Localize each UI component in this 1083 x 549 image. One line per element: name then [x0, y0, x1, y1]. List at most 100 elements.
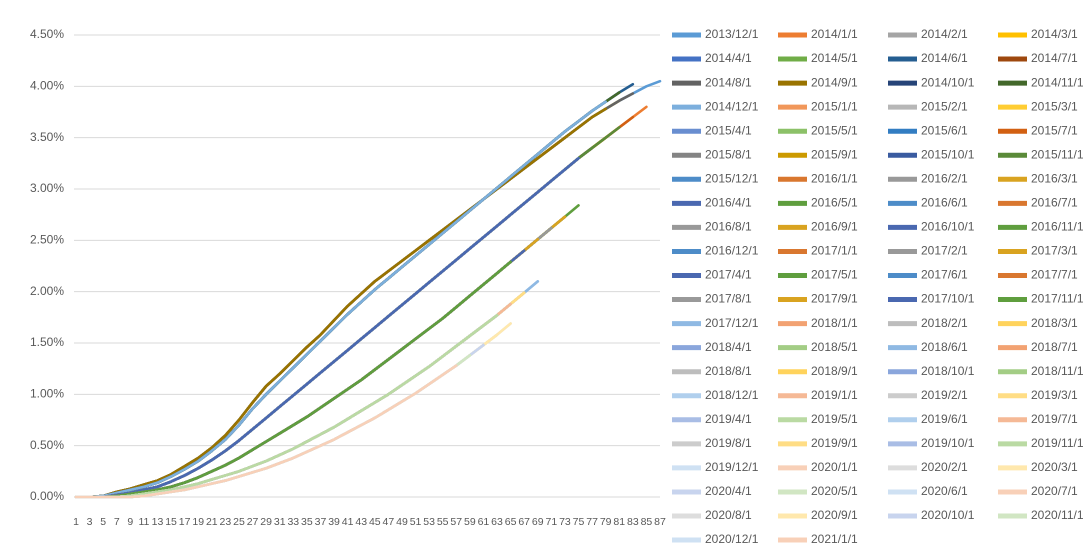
legend-label: 2015/10/1	[921, 147, 975, 161]
x-tick-label: 23	[220, 516, 232, 528]
legend-label: 2014/12/1	[705, 99, 759, 113]
legend-label: 2017/7/1	[1031, 268, 1078, 282]
series-line	[74, 260, 512, 499]
legend-label: 2015/11/1	[1031, 147, 1083, 161]
legend-label: 2020/8/1	[705, 508, 752, 522]
legend-label: 2021/1/1	[811, 532, 858, 546]
x-tick-label: 15	[165, 516, 177, 528]
legend-label: 2017/11/1	[1031, 292, 1083, 306]
x-tick-label: 11	[138, 516, 149, 528]
legend-label: 2013/12/1	[705, 27, 759, 41]
legend-label: 2015/12/1	[705, 171, 759, 185]
legend-label: 2016/2/1	[921, 171, 968, 185]
series-line	[74, 156, 580, 499]
x-tick-label: 55	[437, 516, 449, 528]
x-tick-label: 77	[586, 516, 598, 528]
x-tick-label: 9	[127, 516, 133, 528]
x-tick-label: 53	[423, 516, 435, 528]
x-tick-label: 19	[192, 516, 204, 528]
legend-label: 2020/1/1	[811, 460, 858, 474]
x-tick-label: 25	[233, 516, 245, 528]
x-tick-label: 63	[491, 516, 503, 528]
x-tick-label: 21	[206, 516, 218, 528]
x-tick-label: 59	[464, 516, 476, 528]
series-line	[74, 313, 499, 499]
legend-label: 2016/11/1	[1031, 220, 1083, 234]
x-tick-label: 85	[641, 516, 653, 528]
x-tick-label: 79	[600, 516, 612, 528]
legend-label: 2019/9/1	[811, 436, 858, 450]
legend-label: 2017/10/1	[921, 292, 975, 306]
x-tick-label: 37	[315, 516, 327, 528]
y-tick-label: 2.50%	[30, 233, 64, 247]
legend-label: 2015/3/1	[1031, 99, 1078, 113]
legend-label: 2018/2/1	[921, 316, 968, 330]
legend-label: 2019/7/1	[1031, 412, 1078, 426]
legend-label: 2016/12/1	[705, 244, 759, 258]
legend-label: 2015/5/1	[811, 123, 858, 137]
legend-label: 2017/3/1	[1031, 244, 1078, 258]
x-tick-label: 3	[87, 516, 93, 528]
y-tick-label: 0.50%	[30, 438, 64, 452]
legend-label: 2017/8/1	[705, 292, 752, 306]
x-tick-label: 87	[654, 516, 666, 528]
legend-label: 2019/8/1	[705, 436, 752, 450]
x-tick-label: 45	[369, 516, 381, 528]
y-tick-label: 4.50%	[30, 27, 64, 41]
legend-label: 2017/6/1	[921, 268, 968, 282]
series-line	[74, 364, 458, 499]
legend-label: 2014/1/1	[811, 27, 858, 41]
legend-label: 2019/10/1	[921, 436, 975, 450]
legend-label: 2018/7/1	[1031, 340, 1078, 354]
legend-label: 2016/9/1	[811, 220, 858, 234]
x-tick-label: 47	[383, 516, 395, 528]
legend-label: 2014/6/1	[921, 51, 968, 65]
legend-label: 2020/10/1	[921, 508, 975, 522]
series-line	[74, 100, 607, 499]
legend-label: 2015/4/1	[705, 123, 752, 137]
legend-label: 2015/7/1	[1031, 123, 1078, 137]
x-tick-label: 41	[342, 516, 354, 528]
legend-label: 2016/3/1	[1031, 171, 1078, 185]
x-tick-label: 13	[152, 516, 164, 528]
x-tick-label: 29	[260, 516, 272, 528]
x-tick-label: 61	[478, 516, 490, 528]
legend-label: 2017/12/1	[705, 316, 759, 330]
legend-label: 2018/8/1	[705, 364, 752, 378]
legend-label: 2019/5/1	[811, 412, 858, 426]
x-tick-label: 33	[287, 516, 299, 528]
legend-label: 2019/3/1	[1031, 388, 1078, 402]
legend-label: 2014/4/1	[705, 51, 752, 65]
x-tick-label: 35	[301, 516, 313, 528]
legend-label: 2020/7/1	[1031, 484, 1078, 498]
x-tick-label: 49	[396, 516, 408, 528]
legend-label: 2016/5/1	[811, 196, 858, 210]
legend-label: 2017/5/1	[811, 268, 858, 282]
x-tick-label: 67	[518, 516, 530, 528]
legend-label: 2018/9/1	[811, 364, 858, 378]
x-tick-label: 73	[559, 516, 571, 528]
legend-label: 2017/2/1	[921, 244, 968, 258]
legend-label: 2014/2/1	[921, 27, 968, 41]
x-tick-label: 65	[505, 516, 517, 528]
legend-label: 2014/7/1	[1031, 51, 1078, 65]
legend-label: 2019/4/1	[705, 412, 752, 426]
legend-label: 2018/4/1	[705, 340, 752, 354]
legend-label: 2020/2/1	[921, 460, 968, 474]
legend-label: 2015/2/1	[921, 99, 968, 113]
legend-label: 2016/1/1	[811, 171, 858, 185]
x-tick-label: 1	[73, 516, 79, 528]
y-tick-label: 3.00%	[30, 181, 64, 195]
legend-label: 2018/10/1	[921, 364, 975, 378]
x-tick-label: 83	[627, 516, 639, 528]
legend-label: 2018/6/1	[921, 340, 968, 354]
x-tick-label: 75	[573, 516, 585, 528]
legend-label: 2015/8/1	[705, 147, 752, 161]
legend-label: 2019/6/1	[921, 412, 968, 426]
series-lines	[74, 79, 662, 499]
legend-label: 2020/5/1	[811, 484, 858, 498]
x-tick-label: 69	[532, 516, 544, 528]
legend-label: 2020/3/1	[1031, 460, 1078, 474]
legend-label: 2014/8/1	[705, 75, 752, 89]
